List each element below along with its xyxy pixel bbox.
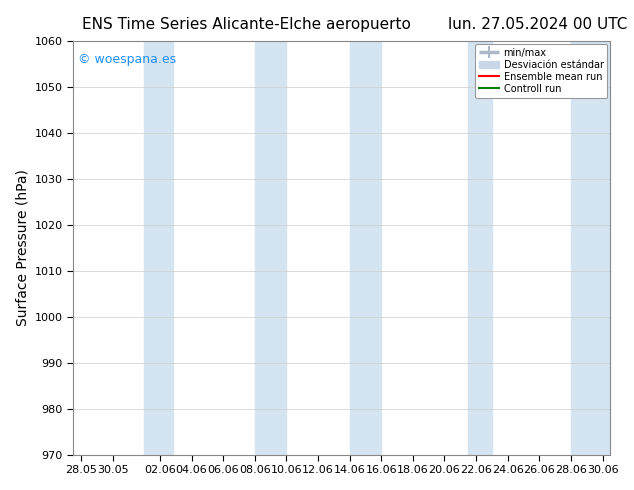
Bar xyxy=(144,41,172,455)
Bar xyxy=(468,41,492,455)
Text: © woespana.es: © woespana.es xyxy=(79,53,177,67)
Bar xyxy=(571,41,611,455)
Bar xyxy=(350,41,381,455)
Text: ENS Time Series Alicante-Elche aeropuerto: ENS Time Series Alicante-Elche aeropuert… xyxy=(82,17,411,32)
Y-axis label: Surface Pressure (hPa): Surface Pressure (hPa) xyxy=(15,170,29,326)
Text: lun. 27.05.2024 00 UTC: lun. 27.05.2024 00 UTC xyxy=(448,17,628,32)
Legend: min/max, Desviación estándar, Ensemble mean run, Controll run: min/max, Desviación estándar, Ensemble m… xyxy=(476,44,607,98)
Bar xyxy=(255,41,287,455)
